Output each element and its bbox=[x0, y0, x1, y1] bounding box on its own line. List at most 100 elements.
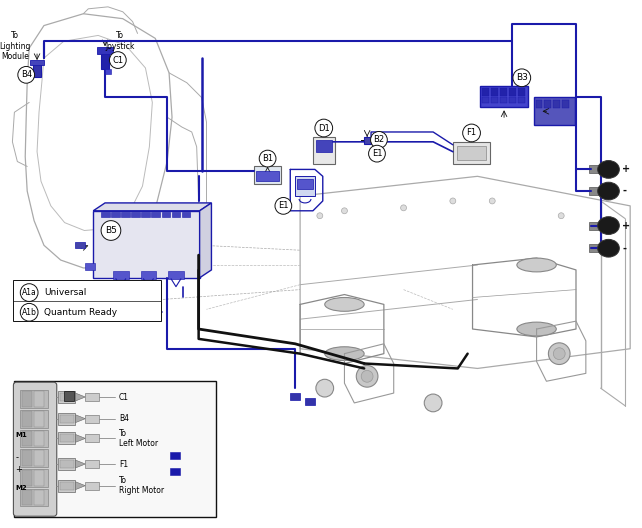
Text: -: - bbox=[622, 243, 627, 253]
Bar bbox=[152, 212, 160, 216]
Text: B2: B2 bbox=[374, 135, 385, 144]
Text: E1: E1 bbox=[278, 201, 289, 210]
Ellipse shape bbox=[361, 371, 373, 382]
Bar bbox=[60, 415, 73, 422]
Bar bbox=[13, 280, 161, 321]
Bar bbox=[553, 100, 560, 108]
Ellipse shape bbox=[598, 239, 620, 257]
Bar bbox=[313, 137, 334, 165]
Circle shape bbox=[110, 52, 126, 69]
Bar bbox=[182, 212, 190, 216]
FancyBboxPatch shape bbox=[13, 382, 56, 516]
Circle shape bbox=[463, 124, 480, 142]
Bar bbox=[480, 86, 528, 107]
Bar bbox=[34, 430, 44, 446]
Ellipse shape bbox=[598, 216, 620, 234]
Circle shape bbox=[18, 67, 35, 83]
Bar bbox=[364, 137, 371, 144]
Text: To
Right Motor: To Right Motor bbox=[119, 476, 164, 495]
Ellipse shape bbox=[316, 379, 334, 397]
Text: B5: B5 bbox=[105, 226, 117, 235]
Text: B4: B4 bbox=[21, 70, 31, 79]
Circle shape bbox=[101, 221, 121, 240]
Bar bbox=[141, 212, 150, 216]
Polygon shape bbox=[76, 393, 85, 401]
Bar bbox=[21, 469, 48, 487]
Bar bbox=[518, 98, 525, 103]
Bar bbox=[22, 450, 32, 466]
Bar bbox=[85, 393, 99, 401]
Text: D1: D1 bbox=[318, 124, 329, 133]
Bar bbox=[22, 489, 32, 505]
Bar bbox=[456, 146, 487, 159]
Bar bbox=[500, 88, 507, 96]
Circle shape bbox=[450, 198, 456, 204]
Circle shape bbox=[275, 197, 291, 214]
Bar bbox=[589, 244, 603, 252]
Polygon shape bbox=[76, 482, 85, 489]
Bar bbox=[21, 390, 48, 408]
Bar bbox=[22, 430, 32, 446]
Text: A1b: A1b bbox=[22, 308, 37, 317]
Bar bbox=[21, 429, 48, 447]
Bar bbox=[256, 172, 279, 181]
Text: -: - bbox=[15, 454, 19, 463]
Bar bbox=[113, 271, 128, 279]
Bar bbox=[170, 452, 180, 459]
Bar bbox=[453, 142, 490, 164]
Circle shape bbox=[21, 304, 38, 321]
Ellipse shape bbox=[325, 347, 364, 361]
Text: A1a: A1a bbox=[22, 288, 37, 297]
Bar bbox=[33, 63, 41, 77]
Ellipse shape bbox=[553, 348, 565, 360]
Ellipse shape bbox=[598, 182, 620, 200]
Bar bbox=[76, 242, 85, 248]
Circle shape bbox=[489, 198, 495, 204]
Bar bbox=[589, 187, 603, 195]
Bar bbox=[58, 432, 76, 444]
Ellipse shape bbox=[424, 394, 442, 412]
Polygon shape bbox=[76, 415, 85, 422]
Bar bbox=[34, 450, 44, 466]
Bar bbox=[482, 98, 489, 103]
Bar bbox=[482, 88, 489, 96]
Ellipse shape bbox=[356, 365, 378, 387]
Ellipse shape bbox=[325, 297, 364, 312]
Ellipse shape bbox=[517, 258, 556, 272]
Bar bbox=[305, 398, 315, 405]
Polygon shape bbox=[93, 211, 200, 278]
Bar bbox=[534, 98, 575, 125]
Text: M2: M2 bbox=[15, 485, 27, 491]
Bar bbox=[316, 140, 332, 152]
Bar bbox=[509, 98, 516, 103]
Bar bbox=[64, 391, 73, 401]
Bar bbox=[491, 88, 498, 96]
Circle shape bbox=[401, 205, 406, 211]
Bar bbox=[101, 51, 109, 69]
Bar bbox=[295, 176, 315, 196]
Bar bbox=[60, 393, 73, 401]
Bar bbox=[111, 212, 120, 216]
Circle shape bbox=[342, 208, 347, 214]
Text: B4: B4 bbox=[119, 414, 129, 423]
Text: F1: F1 bbox=[467, 128, 476, 137]
Bar bbox=[290, 393, 300, 400]
Bar bbox=[297, 180, 313, 189]
Bar bbox=[168, 271, 184, 279]
Bar bbox=[589, 222, 603, 230]
Circle shape bbox=[559, 213, 564, 219]
Ellipse shape bbox=[548, 343, 570, 364]
Bar bbox=[105, 69, 111, 74]
Bar bbox=[589, 165, 603, 173]
Bar bbox=[34, 489, 44, 505]
Text: Universal: Universal bbox=[44, 288, 86, 297]
Circle shape bbox=[21, 284, 38, 301]
Bar bbox=[85, 482, 99, 489]
Bar bbox=[535, 100, 542, 108]
Text: E1: E1 bbox=[372, 149, 382, 158]
Bar bbox=[509, 88, 516, 96]
Circle shape bbox=[317, 213, 323, 219]
Bar bbox=[141, 271, 156, 279]
Text: To
Left Motor: To Left Motor bbox=[119, 429, 158, 448]
Bar bbox=[171, 212, 180, 216]
